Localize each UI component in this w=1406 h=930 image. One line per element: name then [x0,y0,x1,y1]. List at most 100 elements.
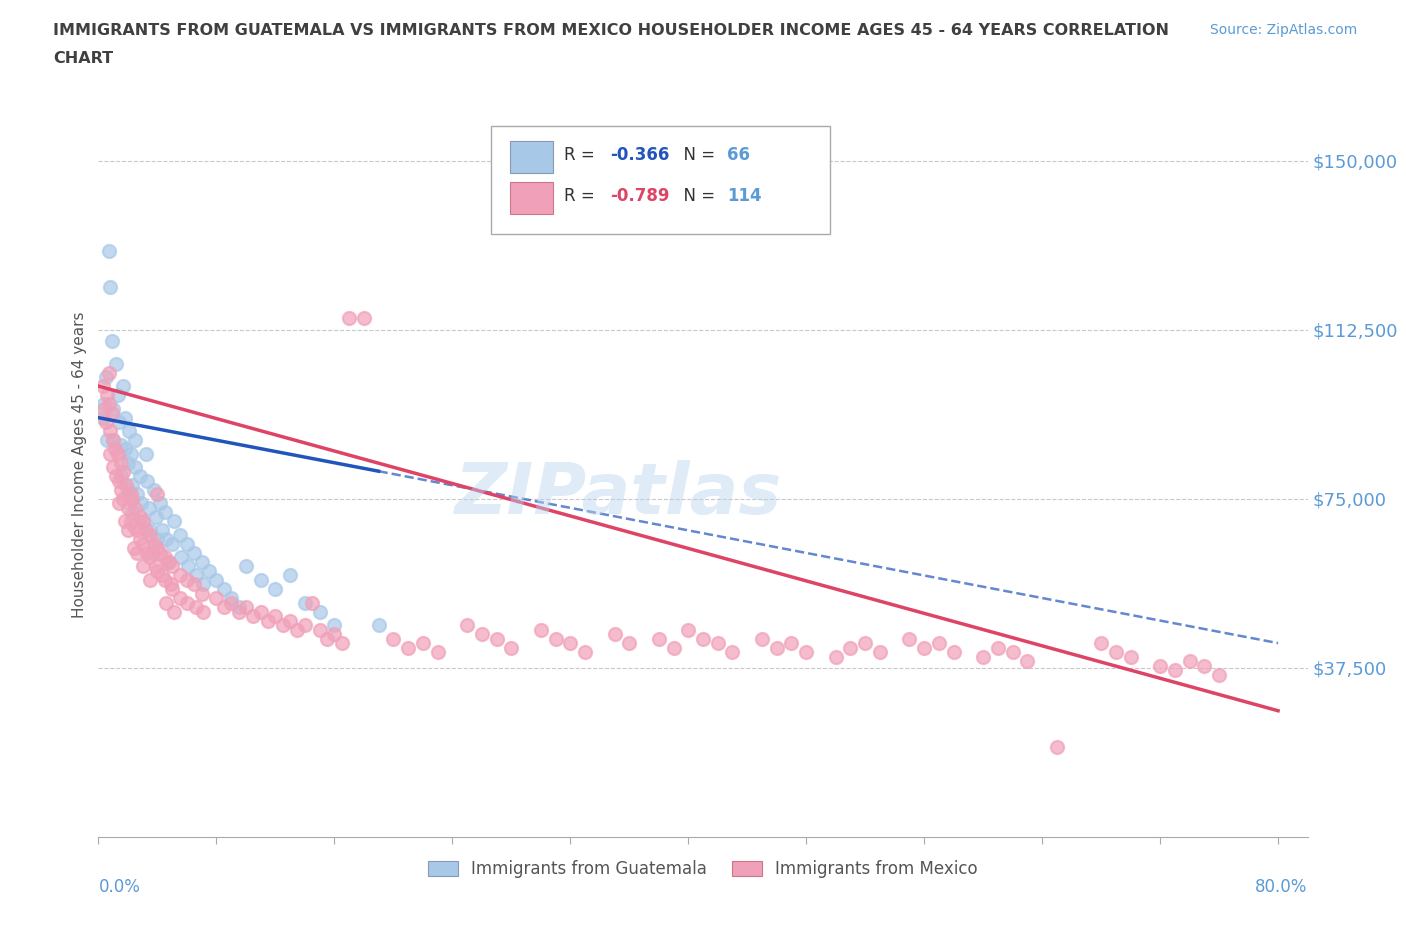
Point [97,365,120,380]
Legend: Immigrants from Guatemala, Immigrants from Mexico: Immigrants from Guatemala, Immigrants fr… [422,853,984,884]
Point [249,604,271,619]
Point [104,442,127,457]
Point [560,636,582,651]
Point [156,554,179,569]
Point [101,432,124,447]
Point [765,640,787,655]
Point [139,523,162,538]
Point [278,568,301,583]
Point [107,388,129,403]
Point [485,631,508,646]
Point [136,546,159,561]
Point [257,613,280,628]
Point [135,523,157,538]
Point [101,459,124,474]
Point [115,478,138,493]
Text: N =: N = [672,146,720,164]
Point [125,546,148,561]
Point [228,600,250,615]
Point [898,631,921,646]
Point [128,532,150,547]
Point [205,591,228,605]
Point [125,523,148,538]
Text: N =: N = [672,187,720,205]
Text: ZIPatlas: ZIPatlas [454,460,782,529]
Point [619,636,641,651]
Point [139,573,162,588]
Point [108,473,131,488]
Point [294,595,316,610]
Point [128,469,150,484]
Text: 80.0%: 80.0% [1256,878,1308,896]
Point [146,487,169,502]
Point [146,532,169,547]
Point [1178,654,1201,669]
Point [107,446,129,461]
Point [110,469,132,484]
Point [242,608,264,623]
Point [98,424,121,439]
Point [121,478,143,493]
Point [212,581,235,596]
Point [101,401,124,416]
Point [97,397,120,412]
Point [169,591,191,605]
Point [603,627,626,642]
Point [112,379,135,393]
Point [98,279,121,294]
Point [191,577,214,591]
Point [184,568,207,583]
Point [1001,644,1024,659]
Point [96,388,118,403]
Point [330,636,353,651]
Point [316,631,339,646]
Point [155,595,177,610]
Point [176,573,198,588]
Point [131,559,153,574]
Point [124,432,146,447]
Point [353,311,375,325]
Point [1164,663,1187,678]
Point [249,573,271,588]
Point [117,456,139,471]
Point [839,640,862,655]
Point [271,618,294,632]
Point [574,644,596,659]
Point [131,514,153,529]
Point [912,640,935,655]
Point [136,473,159,488]
Point [1017,654,1039,669]
Point [184,600,207,615]
Point [105,469,128,484]
Point [131,514,153,529]
Point [396,640,419,655]
Point [117,483,139,498]
Point [198,564,221,578]
Point [228,604,250,619]
Point [112,491,135,506]
Point [170,550,193,565]
Point [337,311,360,325]
Point [122,541,145,556]
Text: -0.366: -0.366 [610,146,669,164]
Point [692,631,714,646]
Point [129,496,152,511]
Point [183,546,205,561]
Point [190,586,212,601]
Point [138,500,160,515]
Point [323,627,346,642]
Point [105,356,128,371]
Point [308,622,330,637]
Text: IMMIGRANTS FROM GUATEMALA VS IMMIGRANTS FROM MEXICO HOUSEHOLDER INCOME AGES 45 -: IMMIGRANTS FROM GUATEMALA VS IMMIGRANTS … [53,23,1170,38]
Point [153,505,176,520]
Point [100,405,122,420]
Point [219,591,242,605]
Point [972,649,994,664]
Point [150,523,173,538]
Point [155,532,177,547]
Text: Source: ZipAtlas.com: Source: ZipAtlas.com [1209,23,1357,37]
Point [114,410,136,425]
Point [143,537,166,551]
Text: R =: R = [564,146,600,164]
Point [120,514,142,529]
